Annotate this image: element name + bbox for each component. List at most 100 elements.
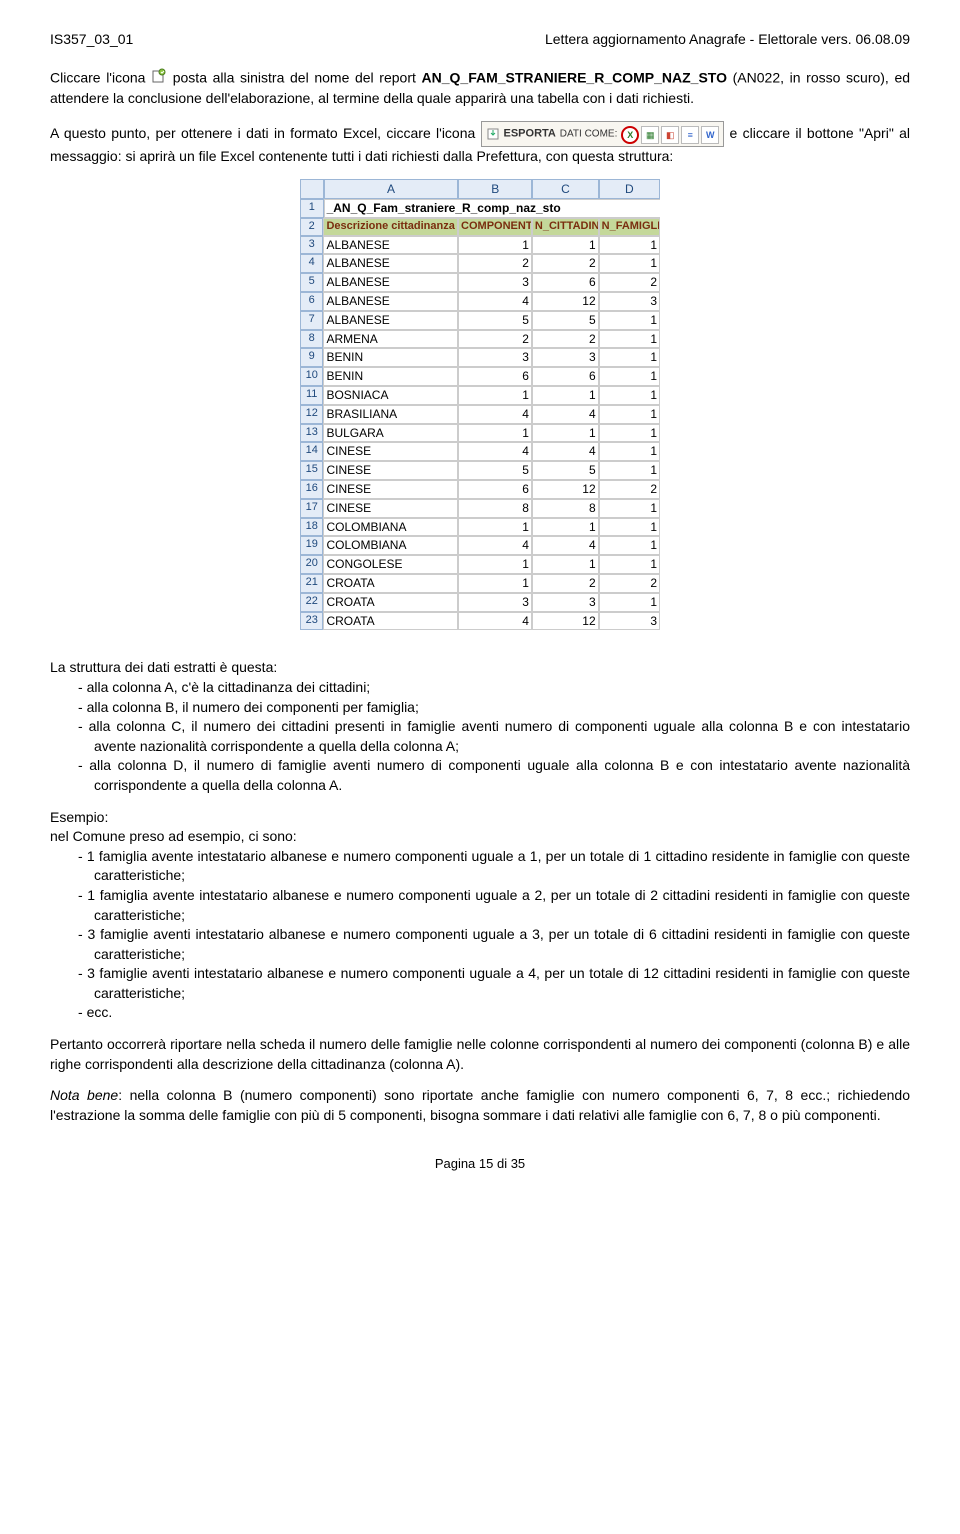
notabene-label: Nota bene — [50, 1087, 118, 1103]
cell-d: 1 — [599, 386, 660, 405]
cell-d: 1 — [599, 461, 660, 480]
cell-d: 1 — [599, 442, 660, 461]
cell-b: 1 — [458, 555, 532, 574]
rownum: 18 — [300, 518, 323, 537]
cell-b: 1 — [458, 518, 532, 537]
cell-c: 1 — [532, 518, 599, 537]
structure-title: La struttura dei dati estratti è questa: — [50, 658, 910, 678]
col-head-b: B — [458, 179, 532, 200]
cell-b: 1 — [458, 236, 532, 255]
cell-c: 1 — [532, 236, 599, 255]
cell-a: CROATA — [323, 612, 458, 631]
cell-d: 1 — [599, 518, 660, 537]
pdf-export-icon[interactable]: ◧ — [661, 126, 679, 144]
cell-c: 2 — [532, 254, 599, 273]
cell-c: 6 — [532, 273, 599, 292]
cell-d: 1 — [599, 367, 660, 386]
table-row: 17CINESE881 — [300, 499, 660, 518]
table-row: 10BENIN661 — [300, 367, 660, 386]
cell-b: 8 — [458, 499, 532, 518]
cell-c: 12 — [532, 612, 599, 631]
paragraph-1: Cliccare l'icona posta alla sinistra del… — [50, 68, 910, 109]
cell-d: 2 — [599, 273, 660, 292]
rownum: 16 — [300, 480, 323, 499]
doc-id: IS357_03_01 — [50, 30, 133, 50]
structure-list: alla colonna A, c'è la cittadinanza dei … — [50, 678, 910, 796]
table-row: 18COLOMBIANA111 — [300, 518, 660, 537]
table-row: 6ALBANESE4123 — [300, 292, 660, 311]
table-row: 21CROATA122 — [300, 574, 660, 593]
rownum: 13 — [300, 424, 323, 443]
table-row: 22CROATA331 — [300, 593, 660, 612]
p1-b: posta alla sinistra del nome del report — [173, 69, 422, 85]
table-row: 14CINESE441 — [300, 442, 660, 461]
esempio-list: 1 famiglia avente intestatario albanese … — [50, 847, 910, 1023]
hdr-fam: N_FAMIGLIE — [599, 218, 660, 235]
cell-c: 3 — [532, 593, 599, 612]
cell-a: ARMENA — [323, 330, 458, 349]
cell-a: BULGARA — [323, 424, 458, 443]
export-icon — [486, 127, 500, 141]
cell-a: CROATA — [323, 593, 458, 612]
cell-c: 8 — [532, 499, 599, 518]
excel-header-row: 2 Descrizione cittadinanza COMPONENTI N_… — [300, 218, 660, 235]
cell-d: 1 — [599, 536, 660, 555]
export-toolbar: ESPORTA DATI COME: X ▦ ◧ ≡ W — [481, 121, 725, 147]
hdr-comp: COMPONENTI — [458, 218, 532, 235]
list-item: alla colonna D, il numero di famiglie av… — [78, 756, 910, 795]
txt-export-icon[interactable]: ≡ — [681, 126, 699, 144]
cell-d: 1 — [599, 424, 660, 443]
p1-a: Cliccare l'icona — [50, 69, 151, 85]
cell-b: 5 — [458, 311, 532, 330]
excel-export-icon[interactable]: X — [621, 126, 639, 144]
esempio-label: Esempio: — [50, 808, 910, 828]
table-row: 4ALBANESE221 — [300, 254, 660, 273]
csv-export-icon[interactable]: ▦ — [641, 126, 659, 144]
rownum: 6 — [300, 292, 323, 311]
cell-c: 2 — [532, 574, 599, 593]
cell-a: CINESE — [323, 480, 458, 499]
rownum: 20 — [300, 555, 323, 574]
pertanto-para: Pertanto occorrerà riportare nella sched… — [50, 1035, 910, 1074]
rownum: 3 — [300, 236, 323, 255]
cell-c: 12 — [532, 480, 599, 499]
list-item: alla colonna C, il numero dei cittadini … — [78, 717, 910, 756]
col-head-c: C — [532, 179, 599, 200]
rownum: 17 — [300, 499, 323, 518]
rownum: 7 — [300, 311, 323, 330]
hdr-desc: Descrizione cittadinanza — [323, 218, 458, 235]
cell-a: COLOMBIANA — [323, 518, 458, 537]
cell-d: 1 — [599, 348, 660, 367]
cell-b: 1 — [458, 424, 532, 443]
excel-title-row: 1 _AN_Q_Fam_straniere_R_comp_naz_sto — [300, 199, 660, 218]
excel-screenshot: A B C D 1 _AN_Q_Fam_straniere_R_comp_naz… — [300, 179, 660, 631]
excel-col-headers: A B C D — [300, 179, 660, 200]
cell-b: 2 — [458, 254, 532, 273]
cell-c: 1 — [532, 386, 599, 405]
cell-d: 1 — [599, 236, 660, 255]
cell-b: 4 — [458, 536, 532, 555]
table-row: 11BOSNIACA111 — [300, 386, 660, 405]
list-item: 3 famiglie aventi intestatario albanese … — [78, 925, 910, 964]
table-row: 3ALBANESE111 — [300, 236, 660, 255]
export-sublabel: DATI COME: — [560, 128, 618, 139]
cell-c: 5 — [532, 461, 599, 480]
cell-b: 1 — [458, 386, 532, 405]
rownum: 15 — [300, 461, 323, 480]
list-item: 3 famiglie aventi intestatario albanese … — [78, 964, 910, 1003]
structure-section: La struttura dei dati estratti è questa:… — [50, 658, 910, 795]
cell-a: ALBANESE — [323, 311, 458, 330]
cell-c: 6 — [532, 367, 599, 386]
rownum: 12 — [300, 405, 323, 424]
table-row: 20CONGOLESE111 — [300, 555, 660, 574]
word-export-icon[interactable]: W — [701, 126, 719, 144]
rownum: 23 — [300, 612, 323, 631]
cell-d: 1 — [599, 499, 660, 518]
cell-d: 2 — [599, 480, 660, 499]
cell-c: 4 — [532, 536, 599, 555]
doc-title: Lettera aggiornamento Anagrafe - Elettor… — [545, 30, 910, 50]
cell-b: 3 — [458, 348, 532, 367]
cell-d: 1 — [599, 254, 660, 273]
cell-d: 1 — [599, 311, 660, 330]
cell-d: 1 — [599, 405, 660, 424]
